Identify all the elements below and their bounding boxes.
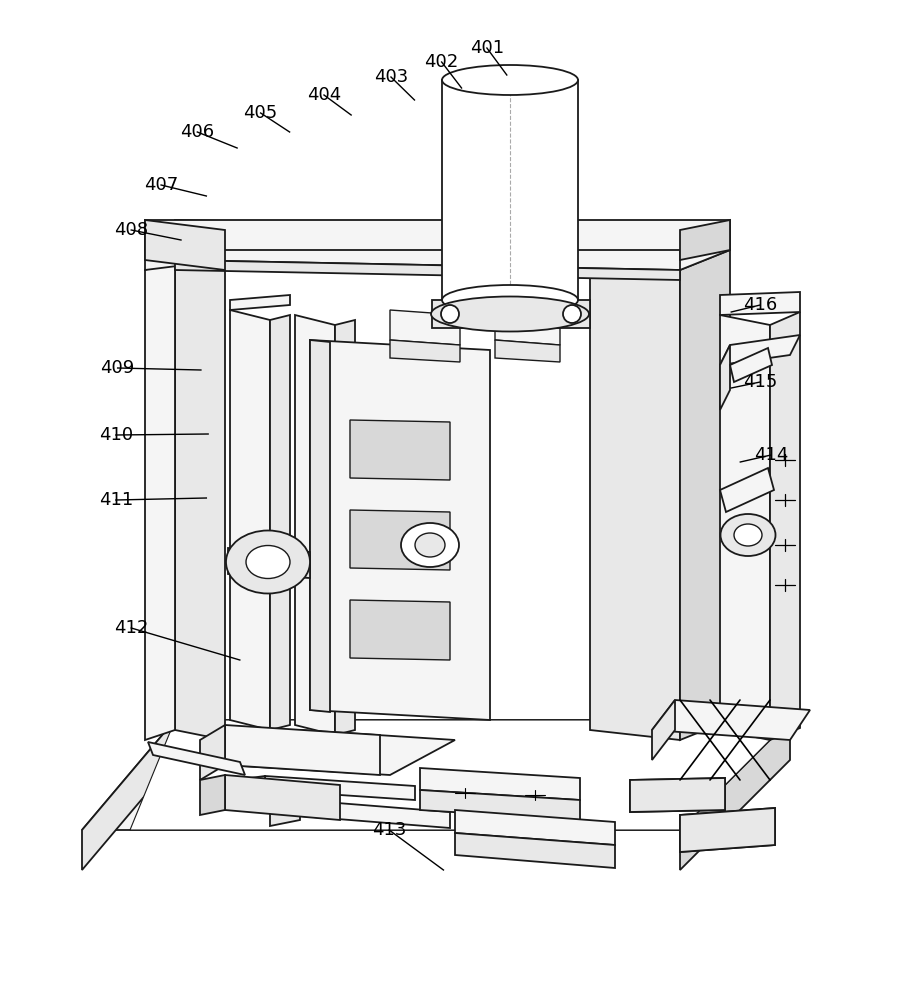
Polygon shape xyxy=(720,315,770,740)
Text: 403: 403 xyxy=(374,68,408,86)
Polygon shape xyxy=(300,800,450,828)
Polygon shape xyxy=(720,292,800,315)
Polygon shape xyxy=(350,600,450,660)
Text: 409: 409 xyxy=(100,359,135,377)
Text: 412: 412 xyxy=(114,619,148,637)
Text: 416: 416 xyxy=(743,296,777,314)
Polygon shape xyxy=(145,260,175,740)
Polygon shape xyxy=(270,800,300,826)
Polygon shape xyxy=(495,310,560,345)
Polygon shape xyxy=(130,720,790,830)
Polygon shape xyxy=(175,260,225,740)
Ellipse shape xyxy=(720,514,776,556)
Polygon shape xyxy=(390,340,460,362)
Ellipse shape xyxy=(415,533,445,557)
Ellipse shape xyxy=(734,524,762,546)
Ellipse shape xyxy=(431,296,589,332)
Polygon shape xyxy=(652,700,810,740)
Text: 404: 404 xyxy=(307,86,341,104)
Ellipse shape xyxy=(442,285,578,315)
Polygon shape xyxy=(228,548,310,578)
Polygon shape xyxy=(82,720,175,870)
Polygon shape xyxy=(720,335,800,365)
Text: 410: 410 xyxy=(99,426,133,444)
Polygon shape xyxy=(200,775,225,815)
Polygon shape xyxy=(230,295,290,310)
Polygon shape xyxy=(335,320,355,735)
Polygon shape xyxy=(225,730,455,775)
Polygon shape xyxy=(770,312,800,740)
Text: 402: 402 xyxy=(424,53,459,71)
Polygon shape xyxy=(730,348,772,382)
Polygon shape xyxy=(432,300,590,328)
Text: 415: 415 xyxy=(743,373,777,391)
Ellipse shape xyxy=(442,65,578,95)
Polygon shape xyxy=(630,778,725,812)
Circle shape xyxy=(441,305,459,323)
Text: 411: 411 xyxy=(99,491,133,509)
Polygon shape xyxy=(145,220,225,270)
Polygon shape xyxy=(720,468,774,512)
Text: 406: 406 xyxy=(180,123,214,141)
Text: 413: 413 xyxy=(372,821,406,839)
Polygon shape xyxy=(295,315,335,735)
Text: 407: 407 xyxy=(144,176,178,194)
Polygon shape xyxy=(82,720,790,830)
Ellipse shape xyxy=(226,530,310,593)
Polygon shape xyxy=(200,725,225,780)
Polygon shape xyxy=(225,775,340,820)
Polygon shape xyxy=(145,240,225,270)
Polygon shape xyxy=(680,808,775,852)
Polygon shape xyxy=(455,810,615,845)
Text: 401: 401 xyxy=(470,39,504,57)
Polygon shape xyxy=(230,310,270,730)
Polygon shape xyxy=(310,340,330,712)
Polygon shape xyxy=(175,260,680,280)
Polygon shape xyxy=(175,220,680,270)
Text: 408: 408 xyxy=(114,221,148,239)
Polygon shape xyxy=(680,720,790,870)
Polygon shape xyxy=(235,776,265,800)
Polygon shape xyxy=(652,700,675,760)
Polygon shape xyxy=(148,742,245,775)
Polygon shape xyxy=(420,790,580,820)
Text: 414: 414 xyxy=(754,446,788,464)
Polygon shape xyxy=(630,778,725,812)
Polygon shape xyxy=(350,420,450,480)
Ellipse shape xyxy=(246,546,290,578)
Polygon shape xyxy=(680,220,730,260)
Polygon shape xyxy=(270,315,290,730)
Polygon shape xyxy=(390,310,460,345)
Polygon shape xyxy=(455,833,615,868)
Polygon shape xyxy=(265,776,415,800)
Text: 405: 405 xyxy=(243,104,278,122)
Polygon shape xyxy=(442,80,578,300)
Polygon shape xyxy=(145,220,730,250)
Polygon shape xyxy=(310,340,490,720)
Ellipse shape xyxy=(401,523,459,567)
Polygon shape xyxy=(350,510,450,570)
Polygon shape xyxy=(590,260,680,740)
Polygon shape xyxy=(225,725,380,775)
Polygon shape xyxy=(720,345,730,410)
Polygon shape xyxy=(590,240,730,270)
Polygon shape xyxy=(680,250,730,740)
Polygon shape xyxy=(495,340,560,362)
Polygon shape xyxy=(420,768,580,800)
Polygon shape xyxy=(680,808,775,852)
Circle shape xyxy=(563,305,581,323)
